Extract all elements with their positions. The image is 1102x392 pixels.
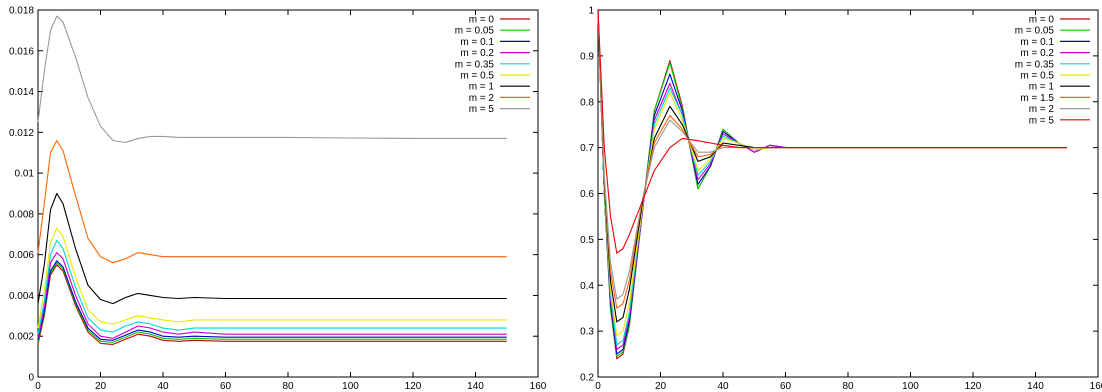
series-line-m0-35	[597, 9, 1067, 346]
x-tick-label: 160	[530, 381, 547, 392]
series-line-m0-35	[37, 239, 507, 335]
series-line-m0-2	[37, 252, 507, 339]
x-tick-label: 60	[220, 381, 232, 392]
legend-label: m = 0.1	[1020, 37, 1054, 48]
legend-label: m = 0.5	[1020, 71, 1054, 82]
x-tick-label: 120	[405, 381, 422, 392]
x-tick-label: 100	[902, 381, 919, 392]
legend-label: m = 0	[1029, 15, 1055, 26]
x-tick-label: 140	[1027, 381, 1044, 392]
legend-label: m = 1	[469, 82, 495, 93]
y-tick-label: 0.2	[580, 373, 594, 384]
x-tick-label: 40	[157, 381, 169, 392]
y-tick-label: 0.01	[15, 169, 35, 180]
chart-panel-right: 0 20 40 60 80 100 120 140 160 0.2 0.3 0.4 0.5 0.6 0.7 0…	[580, 6, 1102, 392]
series-line-m0-2	[597, 9, 1067, 351]
legend-label: m = 0	[469, 15, 495, 26]
series-line-m0-5	[597, 9, 1067, 337]
series-line-m5	[597, 9, 1067, 254]
legend-label: m = 0.05	[1015, 26, 1055, 37]
x-tick-label: 0	[595, 381, 601, 392]
y-tick-label: 0.006	[9, 250, 34, 261]
y-tick-label: 0.7	[580, 143, 594, 154]
legend-label: m = 5	[1029, 115, 1055, 126]
legend-label: m = 0.35	[1015, 59, 1055, 70]
y-tick-label: 0.016	[9, 46, 34, 57]
legend-label: m = 0.2	[460, 48, 494, 59]
series-line-m1	[37, 192, 507, 305]
series-line-m1-5	[597, 9, 1067, 309]
y-tick-label: 0.9	[580, 51, 594, 62]
legend-label: m = 0.05	[455, 26, 495, 37]
series-line-m1	[597, 9, 1067, 323]
y-tick-label: 0.008	[9, 209, 34, 220]
series-line-m0-1	[597, 9, 1067, 355]
x-tick-label: 40	[717, 381, 729, 392]
legend-label: m = 1	[1029, 82, 1055, 93]
series-line-m0	[597, 9, 1067, 360]
x-tick-label: 20	[95, 381, 107, 392]
series-line-m2	[37, 139, 507, 264]
y-tick-label: 0.018	[9, 6, 34, 17]
x-tick-label: 0	[35, 381, 41, 392]
legend-label: m = 1.5	[1020, 93, 1054, 104]
legend-label: m = 0.35	[455, 59, 495, 70]
x-tick-label: 60	[780, 381, 792, 392]
x-tick-label: 100	[342, 381, 359, 392]
x-tick-label: 80	[282, 381, 294, 392]
legend-label: m = 0.1	[460, 37, 494, 48]
y-tick-label: 0.6	[580, 189, 594, 200]
y-tick-label: 0	[28, 373, 34, 384]
legend-label: m = 0.2	[1020, 48, 1054, 59]
y-tick-label: 0.002	[9, 332, 34, 343]
series-line-m2	[597, 9, 1067, 300]
y-tick-label: 0.5	[580, 235, 594, 246]
series-line-m5	[37, 15, 507, 144]
y-tick-label: 0.004	[9, 291, 34, 302]
series-line-m0	[37, 264, 507, 345]
legend-label: m = 5	[469, 104, 495, 115]
y-tick-label: 1	[588, 6, 594, 17]
y-tick-label: 0.014	[9, 87, 34, 98]
x-tick-label: 120	[965, 381, 982, 392]
x-tick-label: 160	[1090, 381, 1102, 392]
y-tick-label: 0.8	[580, 97, 594, 108]
legend-label: m = 0.5	[460, 71, 494, 82]
legend-label: m = 2	[1029, 104, 1055, 115]
series-line-m0-05	[37, 262, 507, 343]
x-tick-label: 80	[842, 381, 854, 392]
y-tick-label: 0.012	[9, 128, 34, 139]
x-tick-label: 140	[467, 381, 484, 392]
series-line-m0-5	[37, 227, 507, 329]
y-tick-label: 0.4	[580, 281, 594, 292]
series-line-m0-05	[597, 9, 1067, 357]
series-line-m0-1	[37, 260, 507, 341]
chart-panel-left: 0 20 40 60 80 100 120 140 160 0 0.002 0.004 0.006 0.0…	[9, 6, 547, 392]
legend-label: m = 2	[469, 93, 495, 104]
y-tick-label: 0.3	[580, 327, 594, 338]
x-tick-label: 20	[655, 381, 667, 392]
